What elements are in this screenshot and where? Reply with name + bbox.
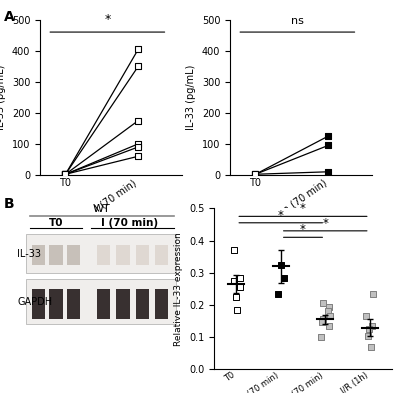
Point	[252, 171, 259, 177]
Text: GAPDH: GAPDH	[17, 297, 52, 307]
Point	[326, 323, 332, 329]
Point	[319, 319, 325, 325]
Point	[252, 171, 259, 177]
Text: IL-33: IL-33	[17, 249, 41, 259]
Text: *: *	[278, 209, 284, 222]
Text: *: *	[300, 202, 306, 215]
Text: *: *	[322, 217, 328, 230]
Y-axis label: IL-33 (pg/mL): IL-33 (pg/mL)	[186, 64, 196, 130]
Point	[234, 307, 240, 313]
Point	[278, 262, 284, 268]
FancyBboxPatch shape	[49, 289, 63, 320]
FancyBboxPatch shape	[136, 245, 149, 265]
Text: A: A	[4, 10, 15, 24]
Text: I (70 min): I (70 min)	[101, 218, 158, 228]
FancyBboxPatch shape	[97, 245, 110, 265]
Point	[320, 300, 326, 307]
FancyBboxPatch shape	[26, 234, 176, 273]
Point	[370, 290, 376, 297]
Point	[135, 153, 142, 160]
Y-axis label: Relative IL-33 expression: Relative IL-33 expression	[174, 232, 183, 346]
Point	[135, 144, 142, 150]
Point	[368, 344, 374, 350]
Point	[324, 308, 331, 314]
Point	[62, 171, 69, 177]
Point	[237, 284, 243, 290]
Point	[279, 167, 285, 173]
Text: ns: ns	[291, 17, 304, 26]
Point	[62, 171, 69, 177]
Point	[325, 133, 332, 139]
FancyBboxPatch shape	[32, 289, 45, 320]
Point	[369, 323, 375, 329]
Point	[233, 294, 239, 300]
Point	[135, 141, 142, 147]
Point	[363, 313, 370, 320]
FancyBboxPatch shape	[49, 245, 63, 265]
Point	[275, 290, 281, 297]
FancyBboxPatch shape	[26, 279, 176, 324]
FancyBboxPatch shape	[67, 289, 80, 320]
Text: WT: WT	[93, 204, 111, 214]
FancyBboxPatch shape	[97, 289, 110, 320]
Point	[365, 332, 372, 339]
Point	[325, 169, 332, 175]
FancyBboxPatch shape	[155, 289, 168, 320]
Text: B: B	[4, 196, 15, 211]
FancyBboxPatch shape	[116, 245, 130, 265]
Point	[135, 46, 142, 52]
Point	[320, 316, 326, 323]
Point	[326, 303, 332, 310]
Y-axis label: IL-33 (pg/mL): IL-33 (pg/mL)	[0, 64, 6, 130]
FancyBboxPatch shape	[116, 289, 130, 320]
Point	[281, 274, 287, 281]
Point	[135, 118, 142, 124]
Point	[62, 171, 69, 177]
Point	[62, 171, 69, 177]
Point	[135, 63, 142, 69]
Point	[236, 274, 243, 281]
Point	[252, 171, 259, 177]
Point	[326, 313, 333, 320]
Point	[318, 334, 325, 340]
FancyBboxPatch shape	[32, 245, 45, 265]
FancyBboxPatch shape	[67, 245, 80, 265]
Point	[62, 171, 69, 177]
Point	[325, 142, 332, 149]
FancyBboxPatch shape	[136, 289, 149, 320]
Text: *: *	[104, 13, 110, 26]
Text: *: *	[300, 223, 306, 236]
Point	[365, 326, 372, 332]
FancyBboxPatch shape	[155, 245, 168, 265]
Point	[62, 171, 69, 177]
Point	[230, 247, 237, 253]
Text: T0: T0	[49, 218, 63, 228]
Point	[230, 277, 237, 284]
